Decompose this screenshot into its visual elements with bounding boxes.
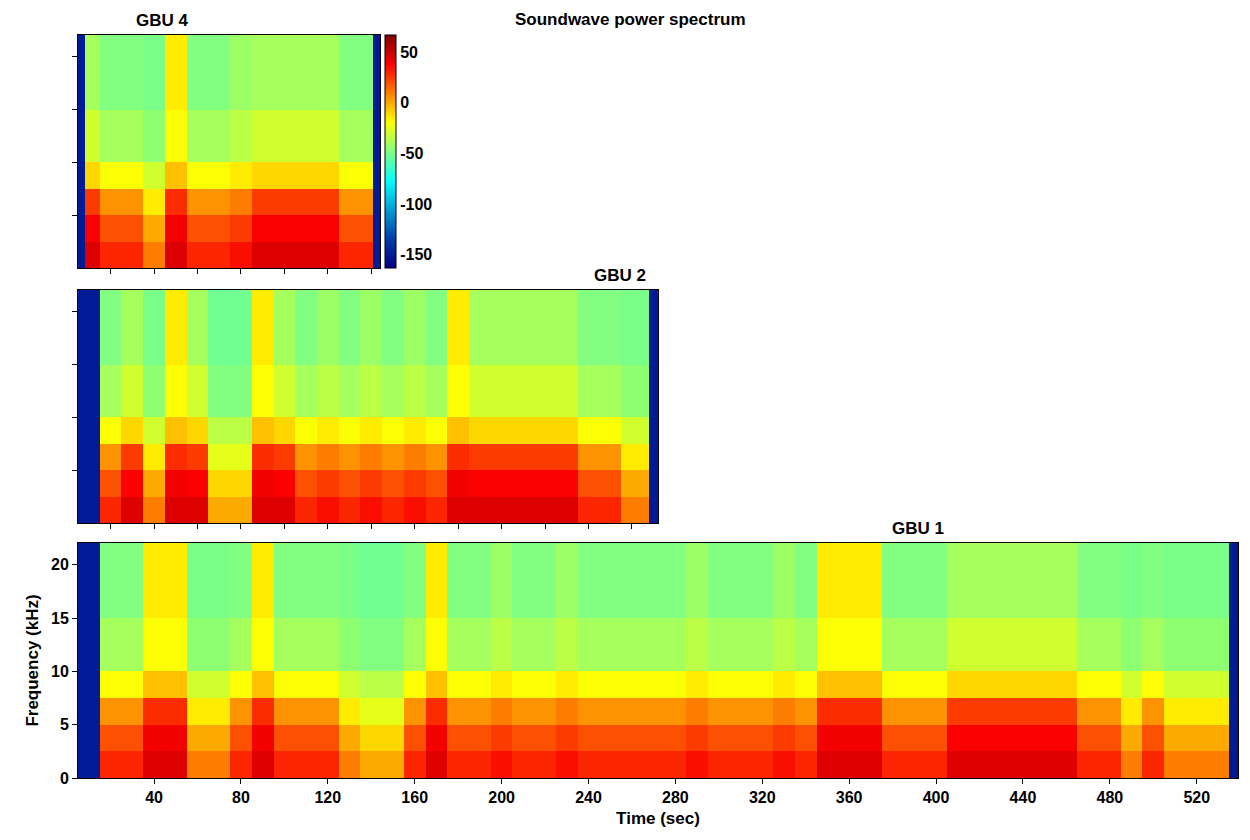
svg-text:400: 400	[923, 789, 950, 806]
svg-text:280: 280	[662, 789, 689, 806]
svg-text:120: 120	[314, 789, 341, 806]
svg-text:50: 50	[400, 44, 418, 61]
svg-text:5: 5	[60, 716, 69, 733]
svg-text:200: 200	[488, 789, 515, 806]
svg-text:20: 20	[51, 556, 69, 573]
svg-text:80: 80	[232, 789, 250, 806]
svg-text:440: 440	[1010, 789, 1037, 806]
svg-text:0: 0	[60, 770, 69, 787]
svg-text:320: 320	[749, 789, 776, 806]
svg-text:-100: -100	[400, 196, 432, 213]
svg-text:GBU 4: GBU 4	[136, 11, 189, 30]
svg-text:10: 10	[51, 663, 69, 680]
svg-text:-150: -150	[400, 246, 432, 263]
svg-text:480: 480	[1096, 789, 1123, 806]
svg-text:360: 360	[836, 789, 863, 806]
svg-text:160: 160	[401, 789, 428, 806]
svg-text:GBU 2: GBU 2	[594, 266, 646, 285]
svg-text:0: 0	[400, 94, 409, 111]
svg-text:Frequency (kHz): Frequency (kHz)	[23, 594, 42, 726]
svg-text:40: 40	[145, 789, 163, 806]
svg-text:-50: -50	[400, 145, 423, 162]
svg-text:15: 15	[51, 610, 69, 627]
svg-text:240: 240	[575, 789, 602, 806]
svg-text:GBU 1: GBU 1	[892, 519, 944, 538]
svg-text:Time (sec): Time (sec)	[616, 809, 700, 828]
svg-text:520: 520	[1183, 789, 1210, 806]
svg-text:Soundwave power spectrum: Soundwave power spectrum	[515, 10, 746, 29]
